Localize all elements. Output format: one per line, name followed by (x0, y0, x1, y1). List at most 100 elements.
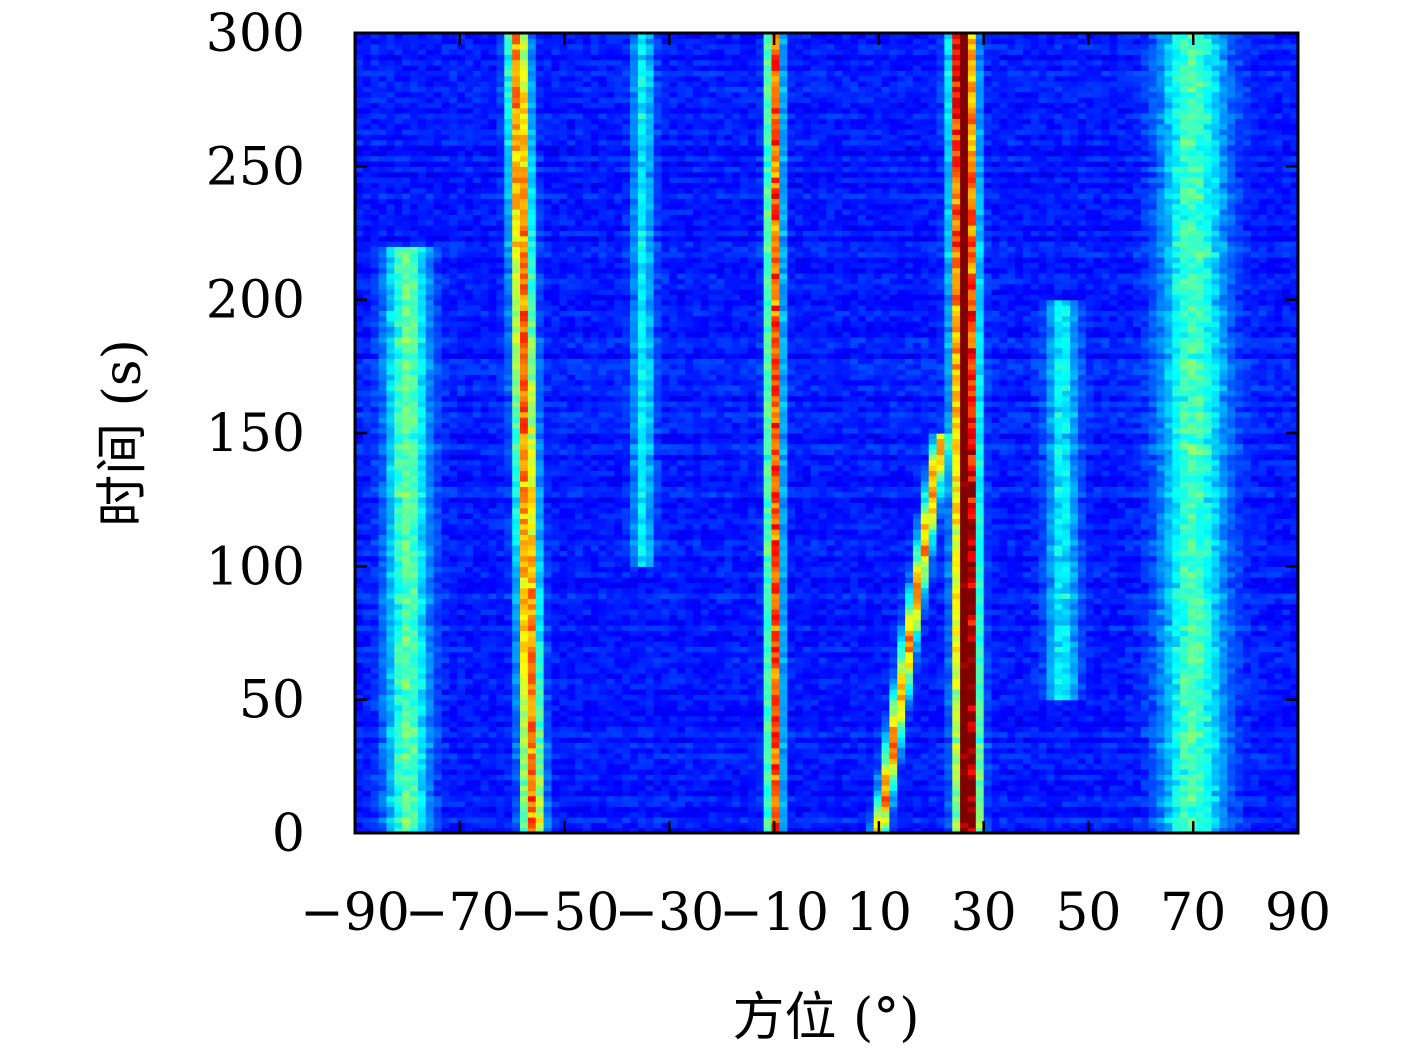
heatmap-cell (1054, 742, 1063, 749)
heatmap-cell (1164, 667, 1173, 674)
heatmap-cell (842, 763, 851, 770)
heatmap-cell (480, 801, 490, 807)
heatmap-cell (960, 689, 969, 695)
heatmap-cell (826, 769, 835, 775)
heatmap-cell (1077, 822, 1087, 829)
heatmap-cell (567, 710, 576, 717)
heatmap-cell (1022, 619, 1032, 626)
heatmap-cell (842, 795, 851, 802)
heatmap-cell (410, 641, 419, 647)
heatmap-cell (1250, 630, 1260, 637)
heatmap-cell (567, 667, 576, 674)
heatmap-cell (732, 614, 741, 621)
heatmap-cell (1062, 705, 1071, 711)
heatmap-cell (873, 721, 883, 727)
heatmap-cell (1038, 657, 1048, 663)
heatmap-cell (480, 779, 490, 786)
heatmap-cell (441, 827, 450, 833)
heatmap-cell (575, 742, 584, 749)
heatmap-cell (520, 609, 529, 615)
heatmap-cell (441, 795, 450, 802)
heatmap-cell (692, 753, 702, 759)
heatmap-cell (1093, 705, 1103, 711)
heatmap-cell (779, 827, 788, 833)
heatmap-cell (1172, 774, 1181, 781)
heatmap-cell (582, 694, 592, 701)
heatmap-cell (685, 609, 694, 615)
heatmap-cell (465, 683, 474, 690)
heatmap-cell (362, 801, 372, 807)
heatmap-cell (700, 779, 710, 786)
heatmap-cell (912, 609, 922, 615)
heatmap-cell (362, 763, 372, 770)
heatmap-cell (716, 817, 725, 823)
heatmap-cell (1117, 641, 1126, 647)
heatmap-cell (1187, 715, 1197, 722)
heatmap-cell (512, 817, 521, 823)
heatmap-cell (983, 806, 993, 813)
heatmap-cell (1282, 721, 1291, 727)
heatmap-cell (1187, 678, 1197, 685)
heatmap-cell (708, 614, 718, 621)
heatmap-cell (795, 763, 804, 770)
heatmap-cell (1038, 662, 1048, 669)
heatmap-cell (952, 721, 961, 727)
heatmap-cell (771, 694, 780, 701)
heatmap-cell (1022, 630, 1032, 637)
heatmap-cell (630, 715, 639, 722)
heatmap-cell (1062, 817, 1071, 823)
heatmap-cell (433, 689, 443, 695)
heatmap-cell (1180, 625, 1189, 631)
heatmap-cell (1054, 758, 1063, 765)
heatmap-cell (472, 817, 482, 823)
heatmap-cell (378, 609, 388, 615)
heatmap-cell (889, 619, 898, 626)
heatmap-cell (928, 673, 938, 679)
heatmap-cell (810, 635, 820, 642)
heatmap-cell (677, 710, 686, 717)
heatmap-cell (417, 710, 427, 717)
heatmap-cell (999, 790, 1008, 797)
heatmap-cell (567, 715, 576, 722)
heatmap-cell (708, 742, 718, 749)
heatmap-cell (685, 662, 694, 669)
heatmap-cell (1093, 657, 1103, 663)
heatmap-cell (1148, 785, 1158, 791)
heatmap-cell (747, 625, 757, 631)
heatmap-cell (543, 651, 553, 658)
heatmap-cell (370, 737, 380, 743)
heatmap-cell (1117, 689, 1126, 695)
heatmap-cell (637, 785, 647, 791)
heatmap-cell (881, 742, 890, 749)
heatmap-cell (1266, 651, 1276, 658)
heatmap-cell (661, 694, 670, 701)
heatmap-cell (1038, 726, 1048, 733)
heatmap-cell (575, 641, 584, 647)
heatmap-cell (637, 646, 647, 653)
heatmap-cell (394, 742, 403, 749)
heatmap-cell (944, 737, 953, 743)
heatmap-cell (787, 609, 796, 615)
heatmap-cell (944, 683, 953, 690)
heatmap-cell (559, 689, 568, 695)
heatmap-cell (614, 678, 623, 685)
heatmap-cell (575, 630, 584, 637)
heatmap-cell (582, 806, 592, 813)
heatmap-cell (1022, 694, 1032, 701)
heatmap-cell (433, 795, 443, 802)
heatmap-cell (1077, 694, 1087, 701)
heatmap-cell (661, 726, 670, 733)
heatmap-cell (755, 742, 765, 749)
heatmap-cell (818, 625, 828, 631)
heatmap-cell (362, 790, 372, 797)
heatmap-cell (991, 641, 1000, 647)
heatmap-cell (1282, 811, 1291, 818)
heatmap-cell (1132, 790, 1142, 797)
heatmap-cell (755, 790, 765, 797)
heatmap-cell (802, 785, 812, 791)
heatmap-cell (716, 774, 725, 781)
heatmap-cell (1117, 635, 1126, 642)
heatmap-cell (755, 801, 765, 807)
heatmap-cell (881, 619, 890, 626)
heatmap-cell (551, 817, 560, 823)
